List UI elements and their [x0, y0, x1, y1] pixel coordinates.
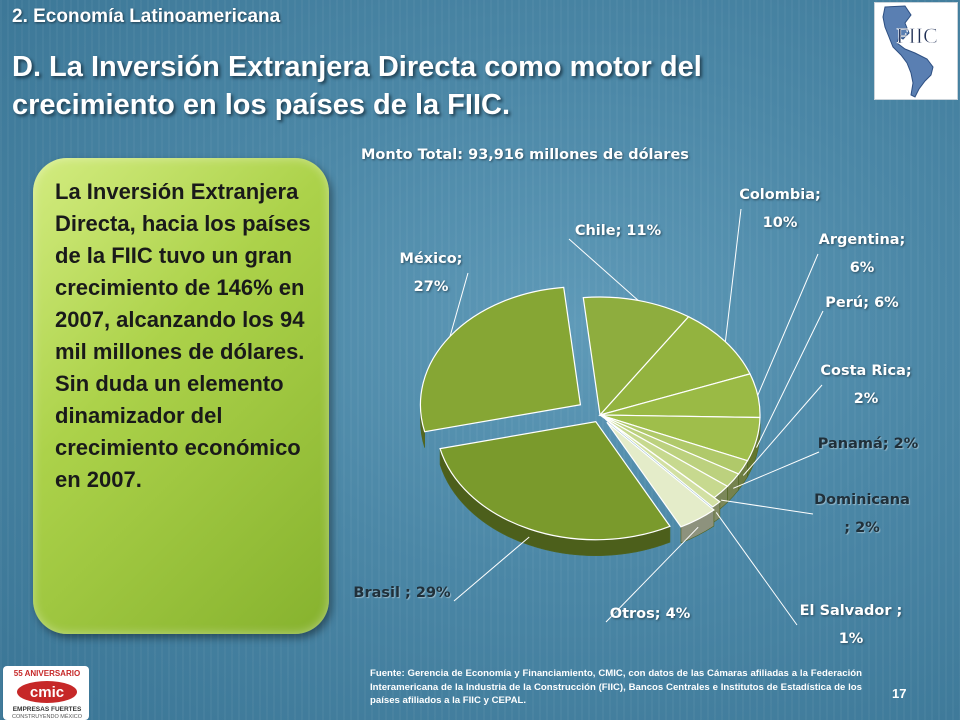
leader-line-perú — [757, 311, 823, 448]
data-label-otros: Otros; 4% — [600, 600, 700, 628]
source-note: Fuente: Gerencia de Economía y Financiam… — [370, 667, 862, 708]
data-label-argentina: Argentina;6% — [812, 226, 912, 282]
data-label-line1: Panamá; 2% — [813, 430, 923, 458]
data-label-costa-rica: Costa Rica;2% — [816, 357, 916, 413]
data-label-line2: 6% — [812, 254, 912, 282]
data-label-brasil: Brasil ; 29% — [342, 579, 462, 607]
data-label-line1: México; — [386, 245, 476, 273]
data-label-chile: Chile; 11% — [563, 217, 673, 245]
data-label-line1: Brasil ; 29% — [342, 579, 462, 607]
leader-line-chile — [569, 239, 638, 300]
data-label-perú: Perú; 6% — [817, 289, 907, 317]
cmic-anniversary: 55 ANIVERSARIO — [14, 669, 80, 678]
data-label-line1: Chile; 11% — [563, 217, 673, 245]
data-label-méxico: México;27% — [386, 245, 476, 301]
data-label-line2: ; 2% — [807, 514, 917, 542]
data-label-panamá: Panamá; 2% — [813, 430, 923, 458]
cmic-tagline-2: CONSTRUYENDO MÉXICO — [12, 713, 83, 720]
data-label-line2: 2% — [816, 385, 916, 413]
cmic-brand: cmic — [30, 684, 64, 701]
data-label-line1: Argentina; — [812, 226, 912, 254]
leader-line-dominicana — [721, 500, 813, 514]
data-label-line2: 27% — [386, 273, 476, 301]
leader-line-brasil — [454, 537, 529, 601]
data-label-line1: Otros; 4% — [600, 600, 700, 628]
data-label-el-salvador: El Salvador ;1% — [791, 597, 911, 653]
data-label-line1: Perú; 6% — [817, 289, 907, 317]
pie-slice-méxico — [420, 287, 580, 431]
data-label-line1: El Salvador ; — [791, 597, 911, 625]
page-number: 17 — [892, 686, 906, 701]
cmic-logo: 55 ANIVERSARIO cmic EMPRESAS FUERTES CON… — [3, 666, 89, 720]
data-label-line1: Dominicana — [807, 486, 917, 514]
data-label-line1: Colombia; — [735, 181, 825, 209]
cmic-tagline-1: EMPRESAS FUERTES — [13, 706, 82, 713]
leader-line-el-salvador — [716, 512, 797, 625]
leader-line-argentina — [758, 254, 818, 395]
data-label-dominicana: Dominicana; 2% — [807, 486, 917, 542]
data-label-line2: 1% — [791, 625, 911, 653]
data-label-line1: Costa Rica; — [816, 357, 916, 385]
